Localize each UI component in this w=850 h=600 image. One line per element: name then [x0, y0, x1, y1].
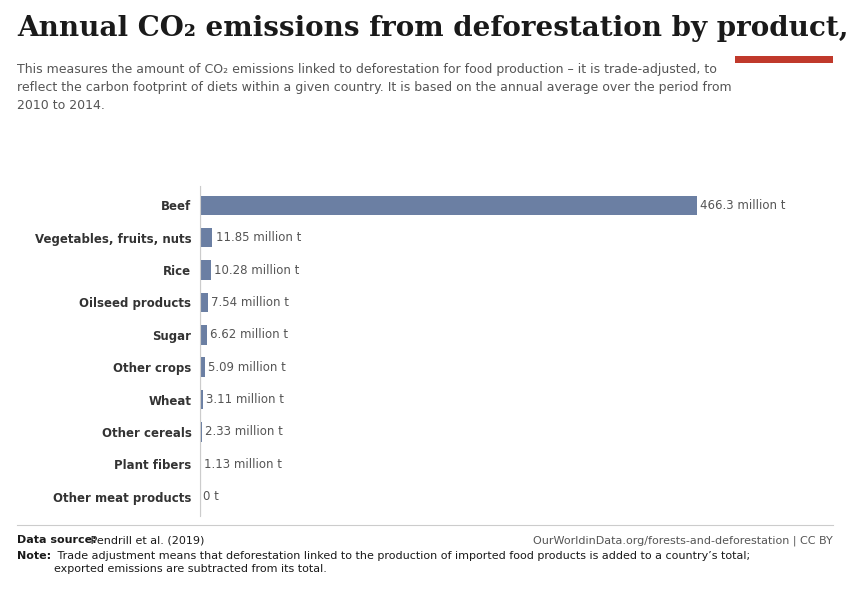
Bar	[200, 325, 207, 344]
Bar	[200, 390, 203, 409]
Bar	[735, 56, 833, 63]
Text: Pendrill et al. (2019): Pendrill et al. (2019)	[87, 535, 204, 545]
Bar	[200, 422, 202, 442]
Bar	[200, 228, 212, 247]
Text: Our World
in Data: Our World in Data	[756, 19, 812, 41]
Text: Annual CO₂ emissions from deforestation by product, Brazil: Annual CO₂ emissions from deforestation …	[17, 15, 850, 42]
Text: 6.62 million t: 6.62 million t	[210, 328, 288, 341]
Text: 1.13 million t: 1.13 million t	[204, 458, 282, 471]
Text: OurWorldinData.org/forests-and-deforestation | CC BY: OurWorldinData.org/forests-and-deforesta…	[533, 535, 833, 546]
Text: 7.54 million t: 7.54 million t	[211, 296, 289, 309]
Bar	[200, 260, 211, 280]
Text: Trade adjustment means that deforestation linked to the production of imported f: Trade adjustment means that deforestatio…	[54, 551, 751, 574]
Text: 11.85 million t: 11.85 million t	[216, 231, 301, 244]
Text: This measures the amount of CO₂ emissions linked to deforestation for food produ: This measures the amount of CO₂ emission…	[17, 63, 732, 112]
Text: 466.3 million t: 466.3 million t	[700, 199, 786, 212]
Text: Note:: Note:	[17, 551, 51, 561]
Text: 0 t: 0 t	[203, 490, 218, 503]
Bar	[200, 196, 697, 215]
Text: Data source:: Data source:	[17, 535, 97, 545]
Text: 5.09 million t: 5.09 million t	[208, 361, 286, 374]
Bar	[200, 455, 201, 474]
Text: 2.33 million t: 2.33 million t	[206, 425, 283, 439]
Bar	[200, 358, 205, 377]
Text: 3.11 million t: 3.11 million t	[207, 393, 284, 406]
Bar	[200, 293, 207, 312]
Text: 10.28 million t: 10.28 million t	[214, 263, 299, 277]
